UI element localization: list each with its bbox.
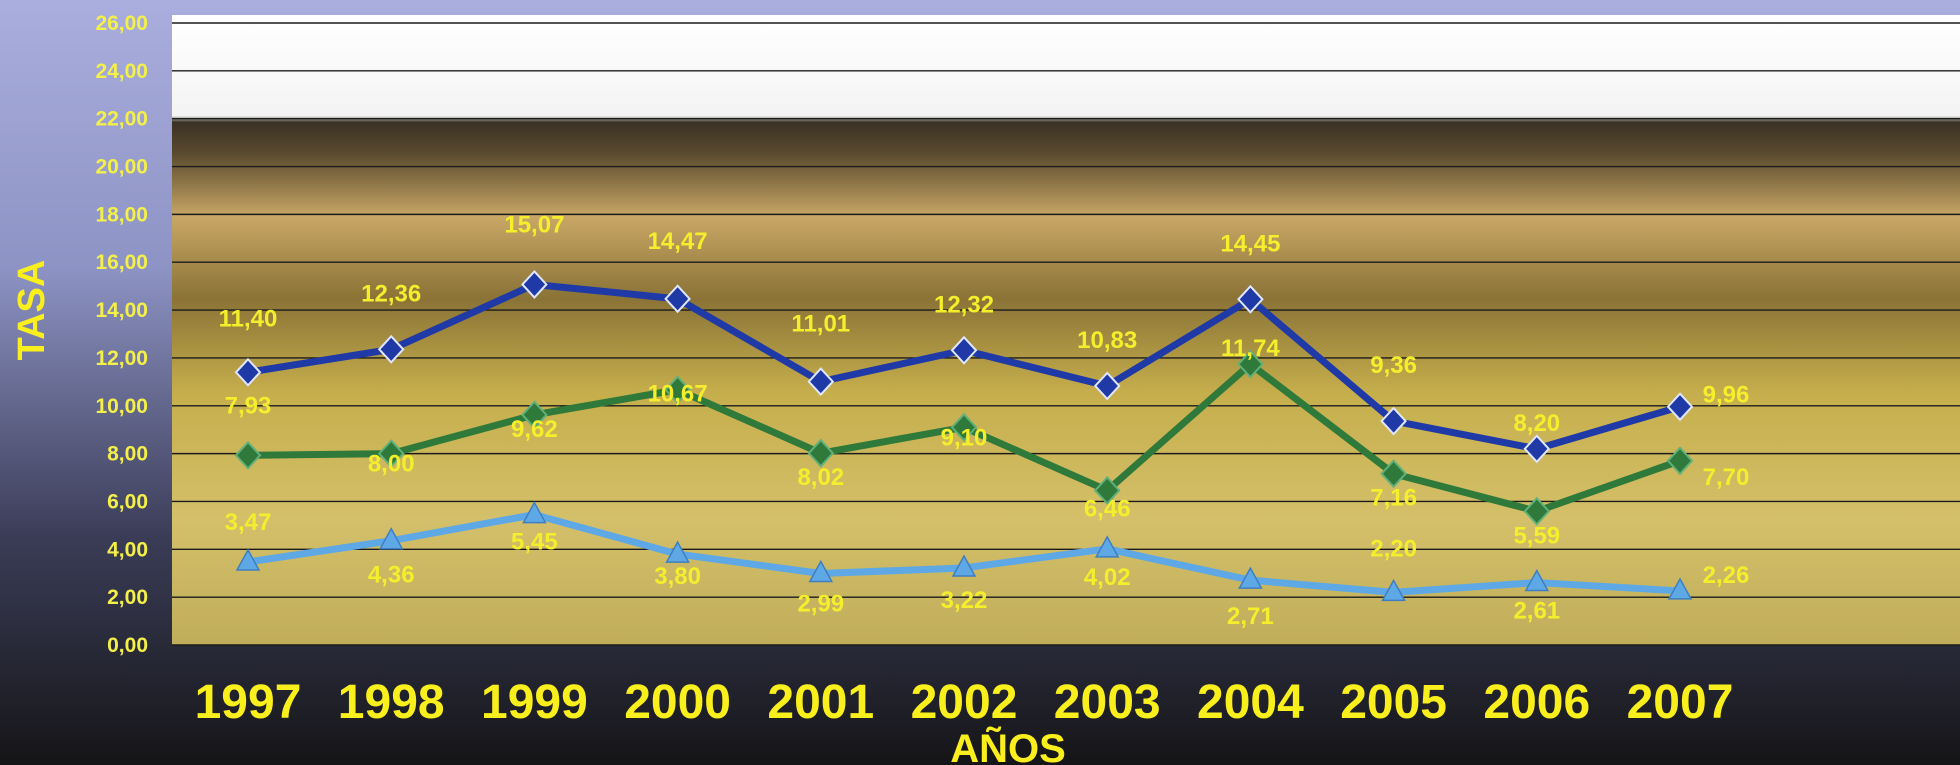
data-label: 8,02: [797, 464, 844, 491]
x-tick-label: 2006: [1483, 676, 1590, 729]
y-tick-label: 0,00: [107, 634, 148, 657]
x-tick-label: 2007: [1627, 676, 1734, 729]
x-tick-label: 2004: [1197, 676, 1304, 729]
data-point: [1237, 349, 1264, 379]
data-label: 14,45: [1220, 230, 1280, 257]
x-tick-label: 2003: [1054, 676, 1161, 729]
data-label: 3,80: [654, 563, 701, 590]
data-label: 2,71: [1227, 603, 1274, 630]
x-tick-label: 1999: [481, 676, 588, 729]
y-axis-ticks: 0,00 2,00 4,00 6,00 8,00 10,00 12,00 14,00 16,00…: [95, 12, 148, 657]
data-point: [234, 357, 262, 387]
data-point: [377, 334, 405, 364]
y-tick-label: 6,00: [107, 490, 148, 513]
data-label: 8,00: [368, 451, 415, 478]
data-point: [235, 548, 261, 571]
x-axis-title: AÑOS: [950, 725, 1066, 765]
data-label: 5,59: [1513, 522, 1560, 549]
data-point: [234, 440, 262, 470]
data-point: [807, 438, 835, 468]
data-point: [1524, 569, 1550, 592]
data-label: 2,20: [1370, 535, 1417, 562]
y-tick-label: 12,00: [95, 347, 148, 370]
data-point: [951, 554, 977, 577]
data-point: [664, 284, 691, 314]
y-tick-label: 24,00: [95, 60, 148, 83]
x-tick-label: 2000: [624, 676, 731, 729]
data-point: [1523, 434, 1551, 464]
data-point: [378, 527, 404, 550]
data-point: [1523, 496, 1551, 526]
data-labels: 11,40 12,36 15,07 14,47 11,01 12,32 10,83 14,45…: [219, 211, 1750, 630]
data-point: [1666, 392, 1694, 422]
data-label: 9,10: [941, 424, 988, 451]
y-tick-label: 14,00: [95, 299, 148, 322]
data-label: 2,26: [1703, 562, 1750, 589]
data-label: 15,07: [504, 211, 564, 238]
data-label: 9,96: [1703, 382, 1750, 409]
data-point: [950, 335, 978, 365]
data-label: 9,36: [1370, 352, 1417, 379]
data-point: [808, 559, 834, 583]
data-label: 2,99: [797, 590, 844, 617]
data-label: 8,20: [1513, 410, 1560, 437]
data-label: 11,74: [1221, 335, 1280, 362]
data-label: 7,70: [1703, 464, 1750, 491]
data-label: 7,93: [225, 392, 272, 419]
data-label: 6,46: [1084, 495, 1131, 522]
data-label: 7,16: [1370, 485, 1417, 512]
data-point: [1667, 577, 1693, 600]
y-axis-title: TASA: [11, 260, 53, 361]
y-tick-label: 18,00: [95, 203, 148, 226]
data-label: 2,61: [1513, 598, 1560, 625]
data-point: [522, 501, 547, 524]
data-label: 4,36: [368, 562, 415, 589]
data-point: [1380, 406, 1407, 436]
y-tick-label: 2,00: [107, 586, 148, 609]
x-tick-label: 1998: [338, 676, 445, 729]
data-label: 4,02: [1084, 564, 1131, 591]
plot-area: [172, 15, 1960, 645]
data-point: [1237, 284, 1264, 314]
data-point: [1093, 371, 1121, 401]
data-point: [1666, 446, 1694, 476]
data-point: [1094, 535, 1120, 558]
data-point: [665, 540, 690, 563]
x-tick-label: 2002: [911, 676, 1018, 729]
y-tick-label: 20,00: [95, 156, 148, 179]
data-label: 10,67: [648, 381, 708, 408]
x-tick-label: 2005: [1340, 676, 1447, 729]
data-point: [377, 439, 405, 469]
y-tick-label: 22,00: [95, 108, 148, 131]
y-tick-label: 4,00: [107, 538, 148, 561]
data-point: [807, 367, 835, 397]
data-label: 10,83: [1077, 327, 1137, 354]
data-point: [1381, 578, 1406, 602]
y-tick-label: 16,00: [95, 251, 148, 274]
data-point: [1093, 475, 1121, 505]
data-label: 3,47: [225, 509, 272, 536]
series-group: [234, 270, 1694, 602]
data-point: [521, 400, 548, 430]
x-tick-label: 2001: [767, 676, 874, 729]
x-axis-ticks: 1997 1998 1999 2000 2001 2002 2003 2004 2005 2006…: [195, 676, 1734, 729]
data-label: 12,32: [934, 291, 994, 318]
data-point: [1238, 566, 1263, 589]
data-label: 11,01: [791, 311, 850, 338]
data-label: 9,62: [511, 416, 558, 443]
data-label: 12,36: [361, 280, 421, 307]
data-label: 3,22: [941, 587, 988, 614]
y-tick-label: 8,00: [107, 443, 148, 466]
y-tick-label: 10,00: [95, 395, 148, 418]
data-label: 14,47: [648, 228, 708, 255]
data-label: 5,45: [511, 529, 558, 556]
data-label: 11,40: [219, 305, 278, 332]
data-point: [521, 270, 548, 299]
data-point: [950, 412, 978, 442]
data-point: [664, 375, 691, 405]
data-point: [1380, 459, 1407, 489]
y-tick-label: 26,00: [95, 12, 148, 35]
x-tick-label: 1997: [195, 676, 302, 729]
